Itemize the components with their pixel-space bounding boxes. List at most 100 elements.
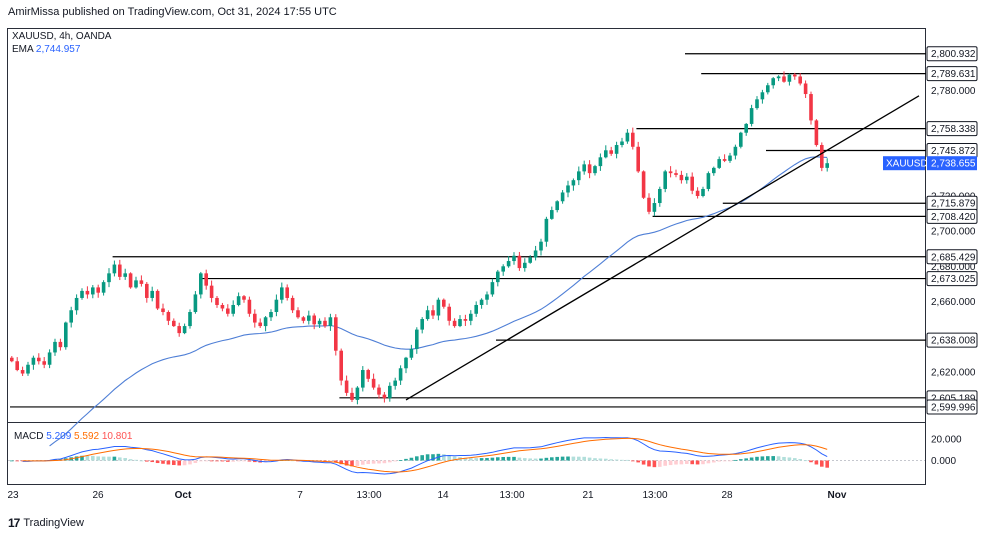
macd-histogram-bar — [803, 460, 808, 462]
macd-histogram-bar — [766, 456, 770, 461]
macd-histogram-bar — [442, 454, 446, 461]
macd-legend-value: 5.209 — [46, 431, 74, 442]
candle — [685, 173, 689, 184]
candle — [10, 356, 14, 363]
macd-histogram-bar — [566, 456, 570, 461]
macd-histogram-bar — [517, 457, 522, 461]
candle — [371, 373, 376, 390]
macd-histogram-bar — [53, 459, 57, 461]
macd-histogram-bar — [231, 460, 235, 462]
macd-histogram-bar — [388, 460, 392, 463]
macd-histogram-bar — [533, 458, 538, 461]
candle — [85, 286, 90, 299]
candle — [474, 301, 478, 317]
brand-footer[interactable]: 17 TradingView — [8, 516, 84, 530]
trendline — [405, 95, 920, 401]
candle-body — [744, 123, 748, 133]
macd-histogram-bar — [123, 458, 127, 461]
level-label: 2,685.429 — [931, 252, 976, 263]
macd-histogram-bar — [253, 460, 257, 463]
time-tick-label: 13:00 — [642, 490, 667, 501]
brand-name: TradingView — [23, 517, 84, 529]
candle — [350, 387, 354, 403]
candle — [798, 73, 802, 86]
macd-histogram-bar — [609, 459, 613, 461]
candle — [625, 129, 630, 144]
candle-body — [274, 299, 279, 313]
candle — [452, 318, 457, 328]
candle — [188, 309, 192, 329]
candle — [112, 260, 117, 277]
candle-body — [101, 282, 106, 293]
candle — [377, 384, 381, 399]
candle — [631, 127, 635, 150]
ema-legend: EMA 2,744.957 — [12, 43, 111, 56]
macd-histogram-bar — [501, 456, 505, 461]
candle — [269, 309, 273, 322]
macd-histogram-bar — [782, 456, 786, 461]
candle-body — [339, 350, 343, 381]
candle-body — [544, 218, 549, 242]
candle — [571, 178, 576, 191]
candle-body — [485, 294, 489, 300]
publisher-header: AmirMissa published on TradingView.com, … — [8, 6, 337, 18]
time-tick-label: Oct — [175, 490, 192, 501]
time-tick-label: 14 — [437, 490, 449, 501]
candle-body — [712, 167, 716, 174]
macd-histogram-bar — [74, 456, 79, 461]
candle-body — [614, 145, 619, 154]
ema-path — [49, 156, 828, 447]
macd-histogram-bar — [463, 457, 468, 461]
macd-histogram-bar — [825, 460, 829, 468]
candle — [263, 316, 268, 332]
candle — [301, 316, 306, 324]
candle-body — [555, 201, 559, 211]
macd-histogram-bar — [582, 456, 586, 461]
macd-histogram-bar — [199, 460, 203, 462]
candle — [20, 366, 25, 377]
candle-body — [550, 210, 554, 219]
macd-histogram-bar — [204, 460, 208, 462]
candle-body — [91, 287, 95, 295]
level-label: 2,800.932 — [931, 49, 976, 60]
candle-body — [560, 192, 565, 202]
candle — [242, 294, 246, 303]
candle — [803, 80, 808, 99]
macd-histogram-bar — [474, 458, 478, 461]
level-label: 2,605.189 — [931, 393, 976, 404]
macd-histogram-bar — [361, 460, 365, 465]
candle — [647, 193, 651, 215]
candle — [539, 238, 543, 256]
macd-histogram-bar — [80, 455, 84, 461]
candle-body — [69, 310, 73, 323]
trendline-path — [405, 95, 920, 401]
macd-histogram-bar — [145, 460, 149, 462]
ema-line — [49, 156, 828, 447]
level-label: 2,708.420 — [931, 212, 976, 223]
candle — [663, 169, 667, 193]
price-tick-label: 2,700.000 — [931, 227, 976, 238]
candle — [204, 269, 208, 290]
candle-body — [479, 299, 484, 305]
candle — [398, 365, 403, 385]
candle — [668, 166, 673, 178]
candle-body — [145, 283, 149, 298]
candle — [42, 357, 46, 369]
candle — [755, 96, 759, 110]
macd-histogram-bar — [96, 456, 100, 461]
candle-body — [323, 320, 327, 327]
macd-histogram-bar — [625, 459, 630, 461]
candle — [247, 296, 252, 317]
macd-histogram-bar — [371, 460, 376, 464]
candle-body — [593, 166, 597, 174]
macd-histogram-bar — [749, 457, 754, 461]
macd-histogram-bar — [452, 456, 457, 461]
candle-body — [717, 159, 721, 168]
candle — [695, 187, 700, 199]
candle — [749, 104, 754, 127]
macd-histogram-bar — [366, 460, 370, 465]
candle-body — [236, 296, 241, 305]
candle — [517, 251, 522, 271]
macd-histogram-bar — [139, 460, 144, 462]
